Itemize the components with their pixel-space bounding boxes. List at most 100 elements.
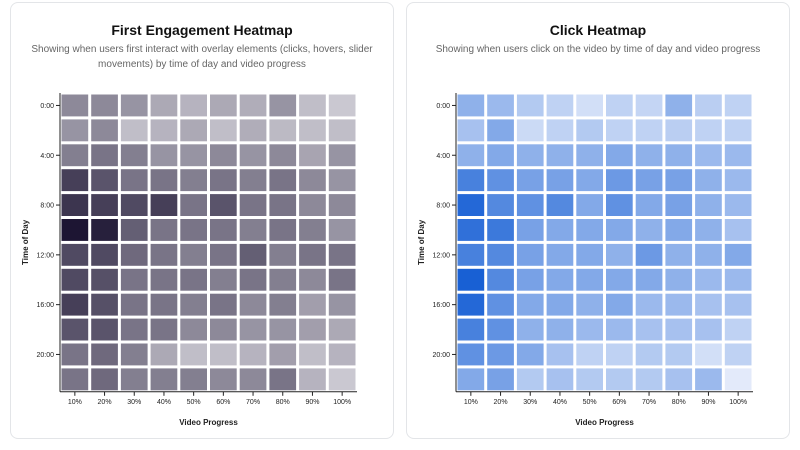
heatmap-cell bbox=[516, 219, 544, 241]
heatmap-cell bbox=[576, 194, 603, 216]
heatmap-cell bbox=[299, 293, 326, 316]
heatmap-cell bbox=[546, 243, 574, 266]
heatmap-cell bbox=[576, 94, 603, 117]
heatmap-cell bbox=[120, 194, 148, 216]
heatmap-cell bbox=[328, 169, 356, 192]
y-tick-label: 8:00 bbox=[436, 203, 450, 210]
heatmap-cell bbox=[120, 293, 148, 316]
heatmap-cell bbox=[299, 368, 326, 391]
y-tick-label: 16:00 bbox=[432, 302, 450, 309]
heatmap-cell bbox=[546, 119, 574, 142]
heatmap-cell bbox=[487, 293, 514, 316]
heatmap-cell bbox=[665, 194, 693, 216]
heatmap-cell bbox=[635, 343, 663, 366]
heatmap-cell bbox=[695, 94, 722, 117]
heatmap-cell bbox=[299, 119, 326, 142]
y-tick-label: 12:00 bbox=[36, 252, 54, 259]
heatmap-cell bbox=[487, 119, 514, 142]
heatmap-cell bbox=[695, 368, 722, 391]
heatmap-cell bbox=[576, 318, 603, 341]
y-tick-label: 4:00 bbox=[40, 153, 54, 160]
heatmap-cell bbox=[91, 119, 118, 142]
heatmap-cell bbox=[457, 243, 485, 266]
heatmap-cell bbox=[457, 144, 485, 167]
heatmap-cell bbox=[120, 94, 148, 117]
heatmap-cell bbox=[61, 144, 89, 167]
y-tick-label: 16:00 bbox=[36, 302, 54, 309]
chart-subtitle: Showing when users click on the video by… bbox=[435, 44, 761, 55]
heatmap-cell bbox=[516, 119, 544, 142]
heatmap-cell bbox=[665, 243, 693, 266]
heatmap-cell bbox=[120, 119, 148, 142]
x-tick-label: 80% bbox=[276, 399, 290, 406]
heatmap-cell bbox=[328, 293, 356, 316]
heatmap-cell bbox=[576, 119, 603, 142]
heatmap-cell bbox=[724, 243, 752, 266]
heatmap-cell bbox=[239, 94, 267, 117]
heatmap-cell bbox=[457, 119, 485, 142]
x-tick-label: 10% bbox=[68, 399, 82, 406]
heatmap-cell bbox=[546, 293, 574, 316]
heatmap-cell bbox=[576, 243, 603, 266]
heatmap-cell bbox=[516, 194, 544, 216]
x-tick-label: 90% bbox=[701, 399, 715, 406]
heatmap-cell bbox=[299, 94, 326, 117]
heatmap-cell bbox=[328, 343, 356, 366]
heatmap-cell bbox=[516, 293, 544, 316]
heatmap-cell bbox=[299, 194, 326, 216]
heatmap-cell bbox=[61, 194, 89, 216]
heatmap-cell bbox=[546, 144, 574, 167]
heatmap-cell bbox=[269, 169, 297, 192]
heatmap-cell bbox=[724, 268, 752, 291]
heatmap-cell bbox=[487, 194, 514, 216]
heatmap-cell bbox=[150, 169, 178, 192]
heatmap-cell bbox=[576, 368, 603, 391]
heatmap-cell bbox=[120, 318, 148, 341]
heatmap-cell bbox=[239, 318, 267, 341]
heatmap-cell bbox=[210, 194, 237, 216]
heatmap-cell bbox=[180, 94, 207, 117]
y-tick-label: 0:00 bbox=[40, 103, 54, 110]
heatmap-cell bbox=[516, 268, 544, 291]
heatmap-cell bbox=[487, 94, 514, 117]
heatmap-cell bbox=[606, 268, 633, 291]
heatmap-cell bbox=[91, 144, 118, 167]
heatmap-cell bbox=[724, 343, 752, 366]
heatmap-cell bbox=[328, 243, 356, 266]
heatmap-cell bbox=[516, 169, 544, 192]
y-tick-label: 8:00 bbox=[40, 203, 54, 210]
x-tick-label: 10% bbox=[464, 399, 478, 406]
heatmap-cell bbox=[61, 243, 89, 266]
click-heatmap: 0:00 4:00 8:00 12:00 16:00 20:00 10% 20% 30% 40% 5… bbox=[417, 93, 753, 427]
heatmap-cell bbox=[516, 243, 544, 266]
x-tick-label: 40% bbox=[553, 399, 567, 406]
heatmap-cell bbox=[635, 169, 663, 192]
heatmap-cell bbox=[239, 368, 267, 391]
heatmap-cell bbox=[457, 343, 485, 366]
heatmap-cell bbox=[457, 219, 485, 241]
heatmap-cell bbox=[606, 94, 633, 117]
heatmap-cell bbox=[606, 293, 633, 316]
y-tick-label: 12:00 bbox=[432, 252, 450, 259]
heatmap-cell bbox=[457, 293, 485, 316]
heatmap-cell bbox=[695, 219, 722, 241]
heatmap-cell bbox=[665, 268, 693, 291]
heatmap-cell bbox=[328, 119, 356, 142]
heatmap-cell bbox=[239, 144, 267, 167]
heatmap-cell bbox=[546, 368, 574, 391]
heatmap-cell bbox=[328, 194, 356, 216]
heatmap-cell bbox=[546, 219, 574, 241]
heatmap-cell bbox=[150, 144, 178, 167]
chart-subtitle: Showing when users first interact with o… bbox=[31, 44, 373, 70]
heatmap-cell bbox=[695, 243, 722, 266]
heatmap-cell bbox=[299, 169, 326, 192]
heatmap-cell bbox=[695, 169, 722, 192]
heatmap-cell bbox=[239, 343, 267, 366]
heatmap-cell bbox=[61, 268, 89, 291]
heatmap-cell bbox=[180, 119, 207, 142]
x-tick-label: 30% bbox=[523, 399, 537, 406]
heatmap-cell bbox=[239, 293, 267, 316]
heatmap-cell bbox=[635, 144, 663, 167]
heatmap-cell bbox=[695, 119, 722, 142]
heatmap-cell bbox=[269, 343, 297, 366]
